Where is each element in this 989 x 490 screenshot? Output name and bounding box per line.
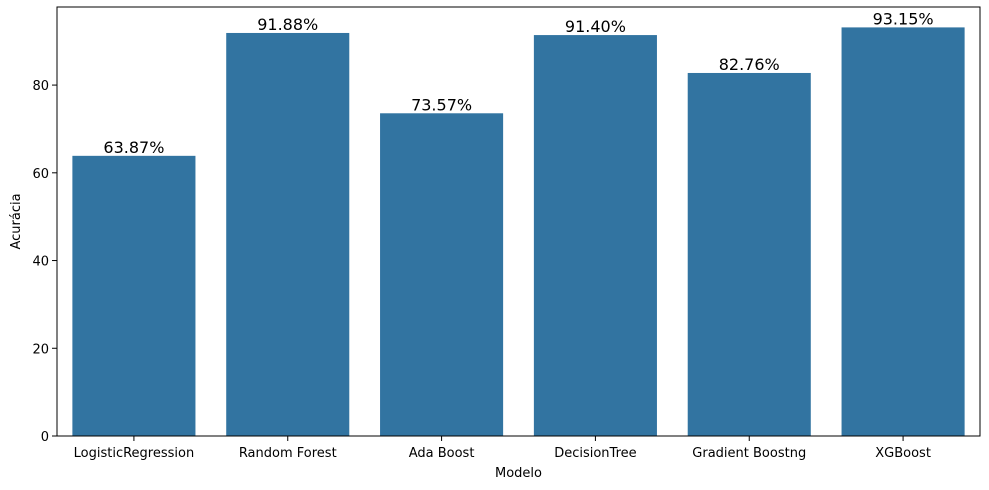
bar-1 [226,32,350,436]
x-tick-label-1: Random Forest [239,446,337,461]
bars-layer [72,27,965,437]
y-tick-label-4: 80 [32,79,49,94]
y-tick-label-2: 40 [32,255,49,270]
x-tick-label-0: LogisticRegression [74,446,195,461]
data-label-0: 63.87% [103,138,164,157]
x-tick-label-4: Gradient Boostng [692,446,806,461]
x-axis-title: Modelo [495,466,542,481]
plot-frame [56,6,981,437]
data-label-1: 91.88% [257,15,318,34]
y-tick-label-1: 20 [32,342,49,357]
bar-2 [380,113,504,436]
bar-0 [72,155,196,436]
y-tick-label-3: 60 [32,167,49,182]
data-label-3: 91.40% [565,17,626,36]
data-label-4: 82.76% [719,55,780,74]
data-label-5: 93.15% [873,9,934,28]
x-tick-label-5: XGBoost [875,446,931,461]
data-label-2: 73.57% [411,95,472,114]
bar-5 [841,27,965,436]
x-tick-label-3: DecisionTree [554,446,636,461]
x-tick-label-2: Ada Boost [409,446,475,461]
data-labels-layer: 63.87% 91.88% 73.57% 91.40% 82.76% 93.15% [103,9,933,156]
y-axis-title: Acurácia [9,193,24,249]
bar-4 [687,72,811,436]
y-tick-label-0: 0 [41,430,49,445]
axes-layer: LogisticRegression Random Forest Ada Boost… [32,6,981,461]
bar-3 [533,35,657,437]
